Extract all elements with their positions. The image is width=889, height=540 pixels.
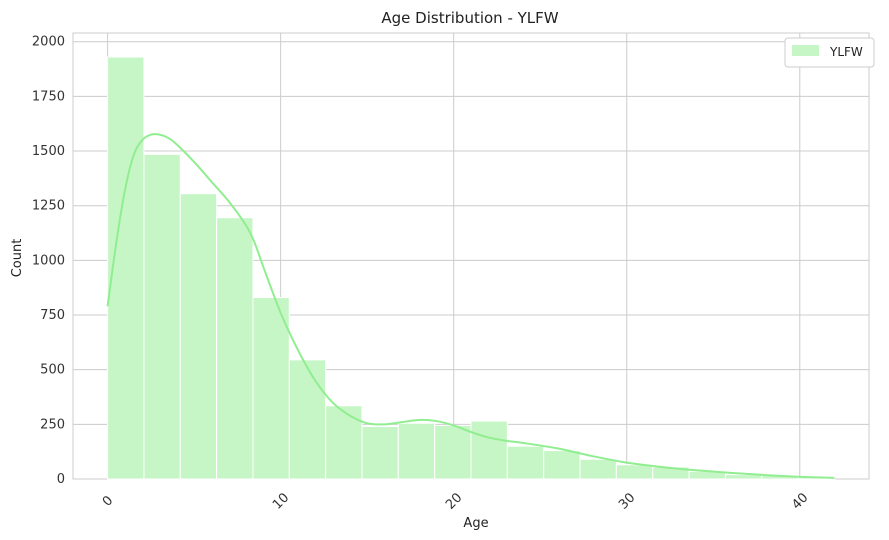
histogram-bar <box>470 420 508 480</box>
histogram-bar <box>543 450 581 480</box>
histogram-bar <box>252 297 290 480</box>
legend-swatch <box>792 45 819 56</box>
kde-line <box>106 133 835 479</box>
histogram-bar <box>615 464 654 480</box>
kde-curve <box>106 133 835 479</box>
y-tick-label: 1750 <box>32 89 65 104</box>
y-tick-label: 0 <box>57 472 65 487</box>
x-tick-label: 0 <box>100 493 116 509</box>
histogram-bar <box>179 193 218 480</box>
histogram-bar <box>434 424 472 480</box>
histogram-bar <box>361 426 399 480</box>
y-axis-label: Count <box>10 239 25 278</box>
y-tick-label: 2000 <box>32 35 65 50</box>
y-tick-label: 1500 <box>32 144 65 159</box>
y-tick-label: 500 <box>40 363 65 378</box>
legend-label: YLFW <box>829 45 863 59</box>
x-axis-label: Age <box>463 516 488 531</box>
histogram-bars <box>107 56 835 480</box>
histogram-bar <box>143 153 181 480</box>
y-tick-label: 750 <box>40 308 65 323</box>
x-tick-label: 10 <box>270 490 292 512</box>
histogram-bar <box>506 445 545 480</box>
histogram-bar <box>325 405 363 480</box>
legend: YLFW <box>784 37 875 68</box>
histogram-bar <box>216 217 254 480</box>
histogram-bar <box>288 359 327 480</box>
y-tick-label: 250 <box>40 417 65 432</box>
x-tick-label: 30 <box>616 490 638 512</box>
y-tick-label: 1250 <box>32 199 65 214</box>
x-tick-label: 20 <box>443 490 465 512</box>
chart-title: Age Distribution - YLFW <box>381 9 558 27</box>
x-tick-label: 40 <box>789 490 811 512</box>
y-tick-label: 1000 <box>32 253 65 268</box>
histogram-bar <box>397 422 436 480</box>
histogram-bar <box>579 458 617 480</box>
